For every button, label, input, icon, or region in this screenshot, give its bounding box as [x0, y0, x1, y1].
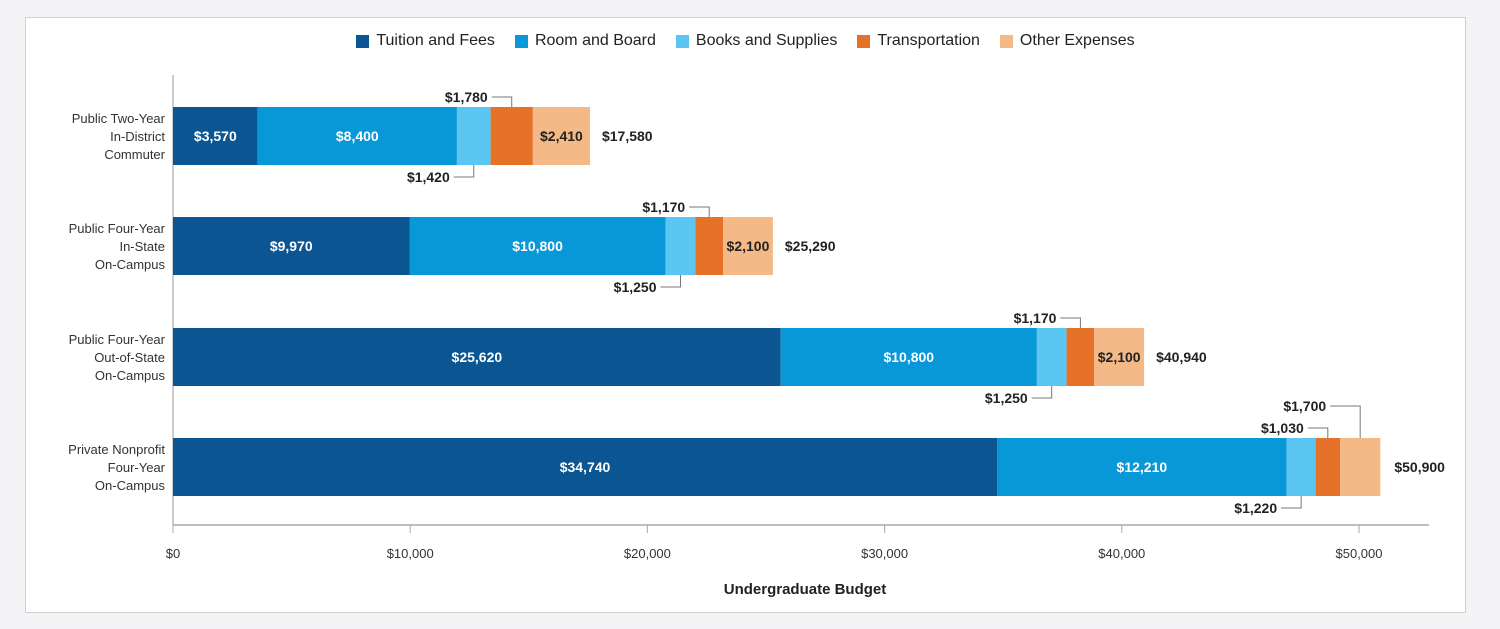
legend-item: Books and Supplies: [675, 32, 838, 50]
bar-segment-books-and-supplies: [1286, 438, 1316, 496]
bar-segment-tuition-and-fees: [173, 438, 998, 496]
callout-label: $1,700: [1283, 398, 1326, 414]
legend-item: Room and Board: [514, 32, 656, 50]
legend-swatch: [356, 34, 370, 48]
bar-segment-tuition-and-fees: [173, 217, 410, 275]
category-label: In-State: [119, 239, 165, 254]
chart-panel: Tuition and Fees Room and Board Books and …: [25, 17, 1466, 613]
category-label: Public Four-Year: [69, 332, 166, 347]
legend-swatch: [857, 34, 871, 48]
category-label: Four-Year: [108, 460, 166, 475]
x-tick-label: $40,000: [1098, 546, 1145, 561]
x-tick-label: $20,000: [624, 546, 671, 561]
category-label: Public Two-Year: [72, 111, 166, 126]
bar-segment-other-expenses: [532, 107, 590, 165]
callout-label: $1,780: [445, 89, 488, 105]
bar-segment-tuition-and-fees: [173, 328, 781, 386]
legend-label: Room and Board: [534, 32, 656, 49]
legend-swatch: [999, 34, 1013, 48]
bar-segment-transportation: [695, 217, 724, 275]
bar-segment-tuition-and-fees: [173, 107, 258, 165]
legend-item: Other Expenses: [999, 32, 1135, 50]
category-label: On-Campus: [95, 478, 166, 493]
category-label: Commuter: [104, 147, 165, 162]
bar-segment-room-and-board: [257, 107, 457, 165]
legend-swatch: [514, 34, 528, 48]
bar-total-label: $25,290: [785, 238, 836, 254]
segment-value-label: $2,410: [540, 128, 583, 144]
callout-label: $1,170: [1014, 310, 1057, 326]
bar-segment-other-expenses: [1340, 438, 1381, 496]
callout-leader: [1031, 386, 1053, 399]
legend-label: Books and Supplies: [695, 32, 838, 49]
category-label: Out-of-State: [94, 350, 165, 365]
bar-segment-other-expenses: [723, 217, 773, 275]
stacked-bar-chart: $0 $10,000 $20,000 $30,000 $40,000 $50,000 Und…: [68, 75, 1445, 598]
bar-total-label: $17,580: [602, 128, 653, 144]
bar-segment-room-and-board: [997, 438, 1287, 496]
legend-label: Tuition and Fees: [376, 32, 495, 49]
segment-value-label: $2,100: [1098, 349, 1141, 365]
callout-label: $1,250: [614, 279, 657, 295]
legend: Tuition and Fees Room and Board Books and …: [26, 32, 1465, 53]
bar-segment-books-and-supplies: [456, 107, 491, 165]
segment-value-label: $25,620: [452, 349, 503, 365]
callout-label: $1,170: [642, 199, 685, 215]
category-label: On-Campus: [95, 368, 166, 383]
x-tick-label: $30,000: [861, 546, 908, 561]
segment-value-label: $34,740: [560, 459, 611, 475]
legend-label: Other Expenses: [1019, 32, 1135, 49]
segment-value-label: $2,100: [727, 238, 770, 254]
callout-leader: [1060, 317, 1081, 328]
segment-value-label: $10,800: [883, 349, 934, 365]
x-tick-label: $10,000: [387, 546, 434, 561]
callout-label: $1,420: [407, 169, 450, 185]
bar-segment-transportation: [1066, 328, 1095, 386]
legend-item: Tuition and Fees: [356, 32, 495, 50]
callout-leader: [1330, 405, 1361, 438]
category-label: On-Campus: [95, 257, 166, 272]
callout-leader: [1307, 427, 1329, 438]
bar-total-label: $50,900: [1394, 459, 1445, 475]
callout-leader: [491, 96, 513, 107]
segment-value-label: $3,570: [194, 128, 237, 144]
bar-segment-other-expenses: [1094, 328, 1145, 386]
bar-segment-room-and-board: [780, 328, 1037, 386]
callout-leader: [660, 275, 681, 288]
segment-value-label: $12,210: [1117, 459, 1168, 475]
callout-leader: [689, 206, 710, 217]
bar-segment-transportation: [1315, 438, 1341, 496]
callout-leader: [453, 165, 475, 178]
category-label: In-District: [110, 129, 165, 144]
legend-label: Transportation: [877, 32, 980, 49]
callout-leader: [1281, 496, 1302, 509]
category-label: Public Four-Year: [69, 221, 166, 236]
x-axis-title: Undergraduate Budget: [724, 581, 887, 598]
segment-value-label: $8,400: [336, 128, 379, 144]
segment-value-label: $10,800: [512, 238, 563, 254]
legend-swatch: [675, 34, 689, 48]
bar-segment-books-and-supplies: [1036, 328, 1067, 386]
callout-label: $1,220: [1234, 500, 1277, 516]
segment-value-label: $9,970: [270, 238, 313, 254]
category-label: Private Nonprofit: [68, 442, 165, 457]
callout-label: $1,030: [1261, 420, 1304, 436]
bar-segment-transportation: [490, 107, 533, 165]
callout-label: $1,250: [985, 390, 1028, 406]
bar-segment-room-and-board: [409, 217, 666, 275]
x-tick-label: $50,000: [1336, 546, 1383, 561]
x-tick-label: $0: [166, 546, 180, 561]
bar-total-label: $40,940: [1156, 349, 1207, 365]
bar-segment-books-and-supplies: [665, 217, 696, 275]
legend-item: Transportation: [857, 32, 980, 50]
